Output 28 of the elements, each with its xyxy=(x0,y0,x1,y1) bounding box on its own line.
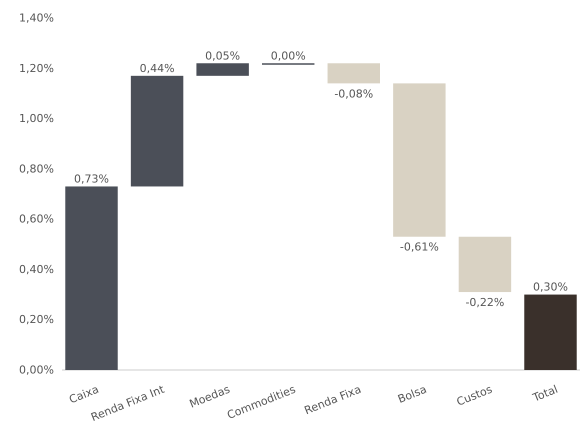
bar xyxy=(130,76,184,186)
data-label: -0,61% xyxy=(400,240,439,254)
bar xyxy=(196,63,249,76)
y-tick-label: 1,40% xyxy=(19,12,54,25)
data-label: 0,73% xyxy=(74,172,109,186)
bar xyxy=(65,186,118,370)
bar xyxy=(328,63,380,84)
bar xyxy=(524,294,577,370)
x-tick-label: Renda Fixa xyxy=(302,382,363,418)
data-label: -0,08% xyxy=(334,87,374,100)
data-label: 0,30% xyxy=(533,280,568,294)
y-tick-label: 1,00% xyxy=(19,112,54,126)
data-label: -0,22% xyxy=(465,296,504,310)
bar xyxy=(458,236,512,292)
y-tick-label: 0,60% xyxy=(19,212,54,226)
data-label: 0,00% xyxy=(270,49,306,62)
data-label: 0,44% xyxy=(140,62,175,75)
x-tick-label: Total xyxy=(530,382,560,405)
y-tick-label: 1,20% xyxy=(19,62,54,75)
y-tick-label: 0,40% xyxy=(19,262,54,276)
y-tick-label: 0,80% xyxy=(19,162,54,176)
data-label: 0,05% xyxy=(205,49,240,62)
y-tick-label: 0,00% xyxy=(19,364,54,377)
y-tick-label: 0,20% xyxy=(19,313,54,326)
x-tick-label: Bolsa xyxy=(396,382,429,406)
bar xyxy=(393,83,446,237)
x-tick-label: Caixa xyxy=(67,382,101,406)
x-tick-label: Custos xyxy=(454,382,494,409)
